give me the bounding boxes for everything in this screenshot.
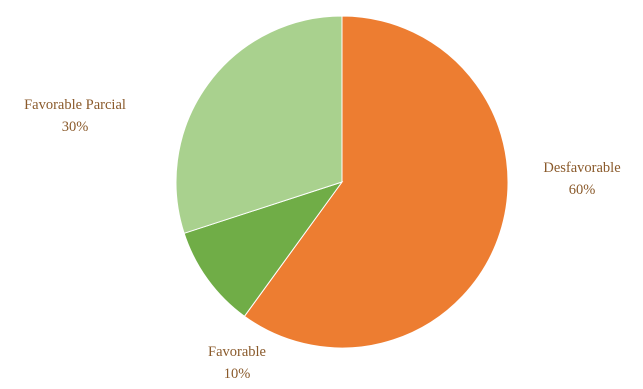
pie-slice-desfavorable <box>243 15 509 349</box>
slice-label-name: Favorable Parcial <box>24 97 126 113</box>
slice-label-value: 30% <box>62 119 89 135</box>
slice-label-name: Desfavorable <box>543 160 620 176</box>
pie-slice-favorable <box>183 181 344 317</box>
slice-label-name: Favorable <box>208 344 266 360</box>
slice-label-value: 10% <box>224 366 251 382</box>
pie-slice-favorable-parcial <box>175 15 343 234</box>
slice-label-value: 60% <box>569 182 596 198</box>
